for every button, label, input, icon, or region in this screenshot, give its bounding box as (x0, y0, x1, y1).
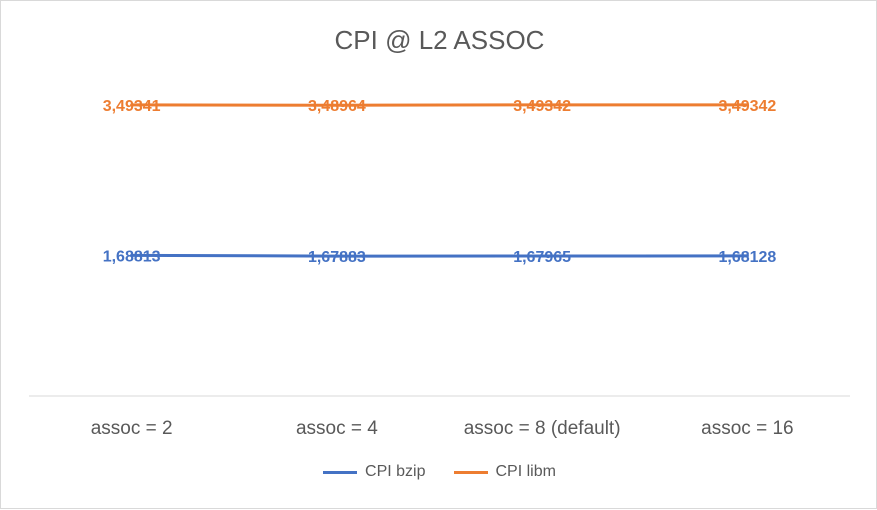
x-tick-label: assoc = 4 (296, 418, 378, 439)
data-label: 3,49342 (718, 98, 776, 115)
legend: CPI bzip CPI libm (1, 463, 877, 481)
legend-label: CPI libm (496, 463, 556, 481)
data-label: 1,68813 (103, 248, 161, 265)
x-tick-label: assoc = 2 (91, 418, 173, 439)
data-label: 3,49342 (513, 98, 571, 115)
data-label: 1,68128 (718, 249, 776, 266)
data-label: 1,67883 (308, 249, 366, 266)
legend-item: CPI bzip (323, 463, 425, 481)
legend-swatch (454, 471, 488, 474)
data-label: 3,49341 (103, 98, 161, 115)
data-label: 1,67965 (513, 249, 571, 266)
legend-label: CPI bzip (365, 463, 425, 481)
x-tick-label: assoc = 16 (701, 418, 793, 439)
series-line-1 (132, 255, 748, 256)
x-tick-label: assoc = 8 (default) (464, 418, 621, 439)
legend-swatch (323, 471, 357, 474)
data-label: 3,48964 (308, 98, 366, 115)
legend-item: CPI libm (454, 463, 556, 481)
